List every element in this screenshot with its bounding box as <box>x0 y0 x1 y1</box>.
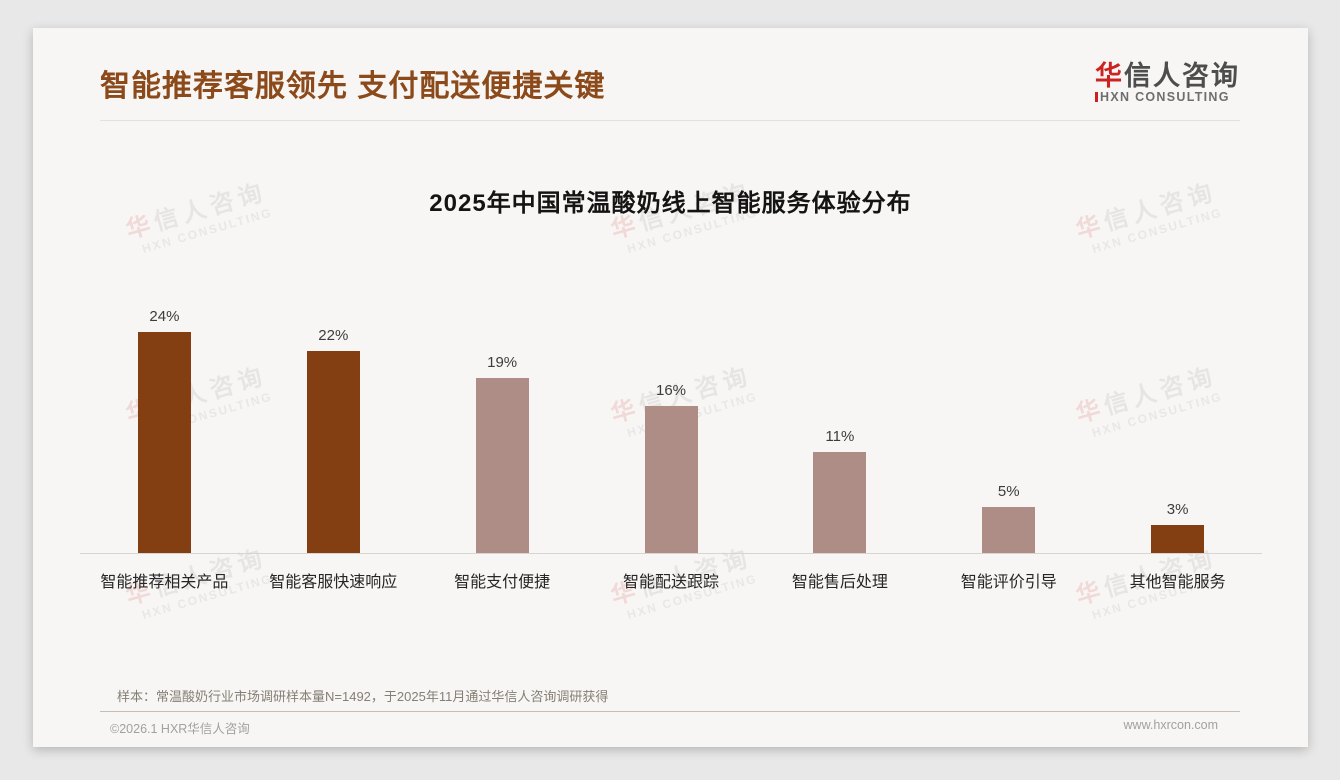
bar-value-label: 19% <box>487 354 518 372</box>
header: 智能推荐客服领先 支付配送便捷关键 华信人咨询 HXN CONSULTING <box>100 28 1240 121</box>
bar-column: 22% <box>249 298 418 553</box>
logo-cn-first-char: 华 <box>1095 60 1124 91</box>
footnote: 样本：常温酸奶行业市场调研样本量N=1492，于2025年11月通过华信人咨询调… <box>117 689 609 704</box>
copyright-text: ©2026.1 HXR华信人咨询 <box>110 722 250 736</box>
bar <box>475 378 529 553</box>
logo-cn-rest: 信人咨询 <box>1124 60 1240 91</box>
logo-en-text: HXN CONSULTING <box>1095 90 1230 104</box>
footnote-divider <box>100 711 1240 712</box>
category-label: 智能售后处理 <box>791 574 888 591</box>
bar-value-label: 3% <box>1166 501 1189 519</box>
bar <box>813 451 867 553</box>
logo-red-mark-icon <box>1095 92 1098 103</box>
footer: ©2026.1 HXR华信人咨询 www.hxrcon.com <box>110 718 1218 737</box>
bar <box>982 507 1036 553</box>
bar-value-label: 5% <box>997 483 1020 500</box>
bar <box>1151 525 1205 553</box>
category-label: 智能推荐相关产品 <box>100 574 229 591</box>
category-label: 智能支付便捷 <box>454 574 551 591</box>
website-text: www.hxrcon.com <box>1123 718 1218 732</box>
category-label: 其他智能服务 <box>1129 574 1226 591</box>
bar-column: 11% <box>755 298 924 553</box>
bar-column: 19% <box>418 298 587 553</box>
bar-chart: 24% 22% 19% 16% 11% 5% 3% <box>80 298 1262 553</box>
bar <box>137 332 191 553</box>
bar-value-label: 16% <box>655 381 687 399</box>
bar-column: 3% <box>1093 298 1262 553</box>
page-title: 智能推荐客服领先 支付配送便捷关键 <box>100 70 606 103</box>
bar <box>306 350 360 553</box>
category-label: 智能评价引导 <box>960 574 1057 591</box>
bar-column: 5% <box>924 298 1093 553</box>
bar-column: 16% <box>587 298 756 553</box>
slide-card: 华信人咨询 HXN CONSULTING 华信人咨询 HXN CONSULTING 华信… <box>33 28 1308 747</box>
bar <box>644 405 698 553</box>
bar-value-label: 24% <box>149 308 180 326</box>
category-label: 智能配送跟踪 <box>623 574 720 591</box>
logo: 华信人咨询 HXN CONSULTING <box>1095 62 1240 104</box>
logo-en-label: HXN CONSULTING <box>1100 90 1230 105</box>
category-label: 智能客服快速响应 <box>269 574 398 591</box>
x-axis-line <box>80 553 1262 554</box>
chart-title: 2025年中国常温酸奶线上智能服务体验分布 <box>429 190 912 217</box>
bar-column: 24% <box>80 298 249 553</box>
logo-cn-text: 华信人咨询 <box>1095 62 1240 90</box>
category-labels: 智能推荐相关产品 智能客服快速响应 智能支付便捷 智能配送跟踪 智能售后处理 智能评价引导… <box>80 568 1262 592</box>
bar-value-label: 22% <box>318 326 349 344</box>
bar-value-label: 11% <box>825 427 855 445</box>
